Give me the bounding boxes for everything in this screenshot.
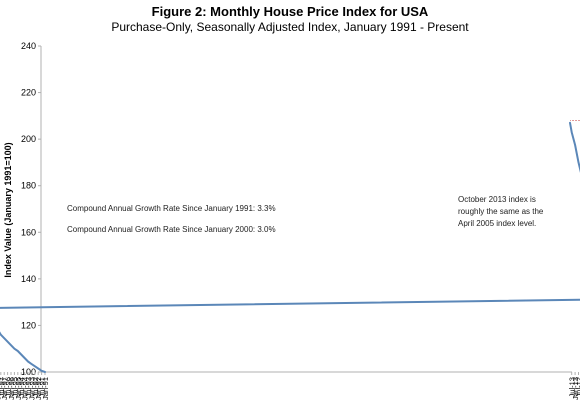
- y-tick-label: 240: [21, 41, 36, 51]
- x-tick-label: Jan-12: [578, 377, 580, 400]
- x-tick-label: Jan-92: [34, 377, 43, 400]
- x-tick-label: Jan-98: [0, 377, 2, 400]
- annotation-cagr-2000: Compound Annual Growth Rate Since Januar…: [67, 225, 276, 234]
- x-tick-label: Jul-93: [24, 377, 33, 397]
- x-tick-label: Jul-13: [568, 377, 577, 397]
- x-tick-label: Jul-95: [10, 377, 19, 397]
- x-tick-label: Jul-94: [17, 377, 26, 397]
- y-ticks: 100120140160180200220240: [21, 41, 41, 377]
- x-tick-label: Jul-91: [38, 377, 47, 397]
- y-tick-label: 220: [21, 88, 36, 98]
- annotation-oct2013-line2: roughly the same as the: [458, 207, 544, 216]
- chart-subtitle: Purchase-Only, Seasonally Adjusted Index…: [111, 20, 469, 34]
- y-tick-label: 120: [21, 320, 36, 330]
- series-line: [0, 121, 580, 373]
- series-group: [0, 121, 580, 373]
- x-tick-label: Jan-13: [571, 377, 580, 400]
- y-tick-label: 140: [21, 274, 36, 284]
- x-tick-label: Jul-97: [0, 377, 6, 397]
- y-tick-label: 200: [21, 134, 36, 144]
- x-tick-label: Jan-96: [7, 377, 16, 400]
- annotation-cagr-1991: Compound Annual Growth Rate Since Januar…: [67, 204, 276, 213]
- x-tick-label: Jul-96: [4, 377, 13, 397]
- x-tick-label: Jul-12: [574, 377, 580, 397]
- x-tick-label: Jan-93: [27, 377, 36, 400]
- chart-title: Figure 2: Monthly House Price Index for …: [152, 4, 429, 19]
- x-tick-label: Jan-97: [0, 377, 9, 400]
- x-tick-label: Jan-95: [14, 377, 23, 400]
- x-ticks: Jan-91Jul-91Jan-92Jul-92Jan-93Jul-93Jan-…: [0, 372, 580, 400]
- x-tick-label: Jan-91: [41, 377, 50, 400]
- y-tick-label: 180: [21, 181, 36, 191]
- y-axis-label: Index Value (January 1991=100): [3, 142, 13, 277]
- x-tick-label: Jul-92: [31, 377, 40, 397]
- y-tick-label: 160: [21, 227, 36, 237]
- x-tick-label: Jan-94: [21, 377, 30, 400]
- annotation-oct2013-line3: April 2005 index level.: [458, 219, 536, 228]
- annotation-oct2013-line1: October 2013 index is: [458, 195, 536, 204]
